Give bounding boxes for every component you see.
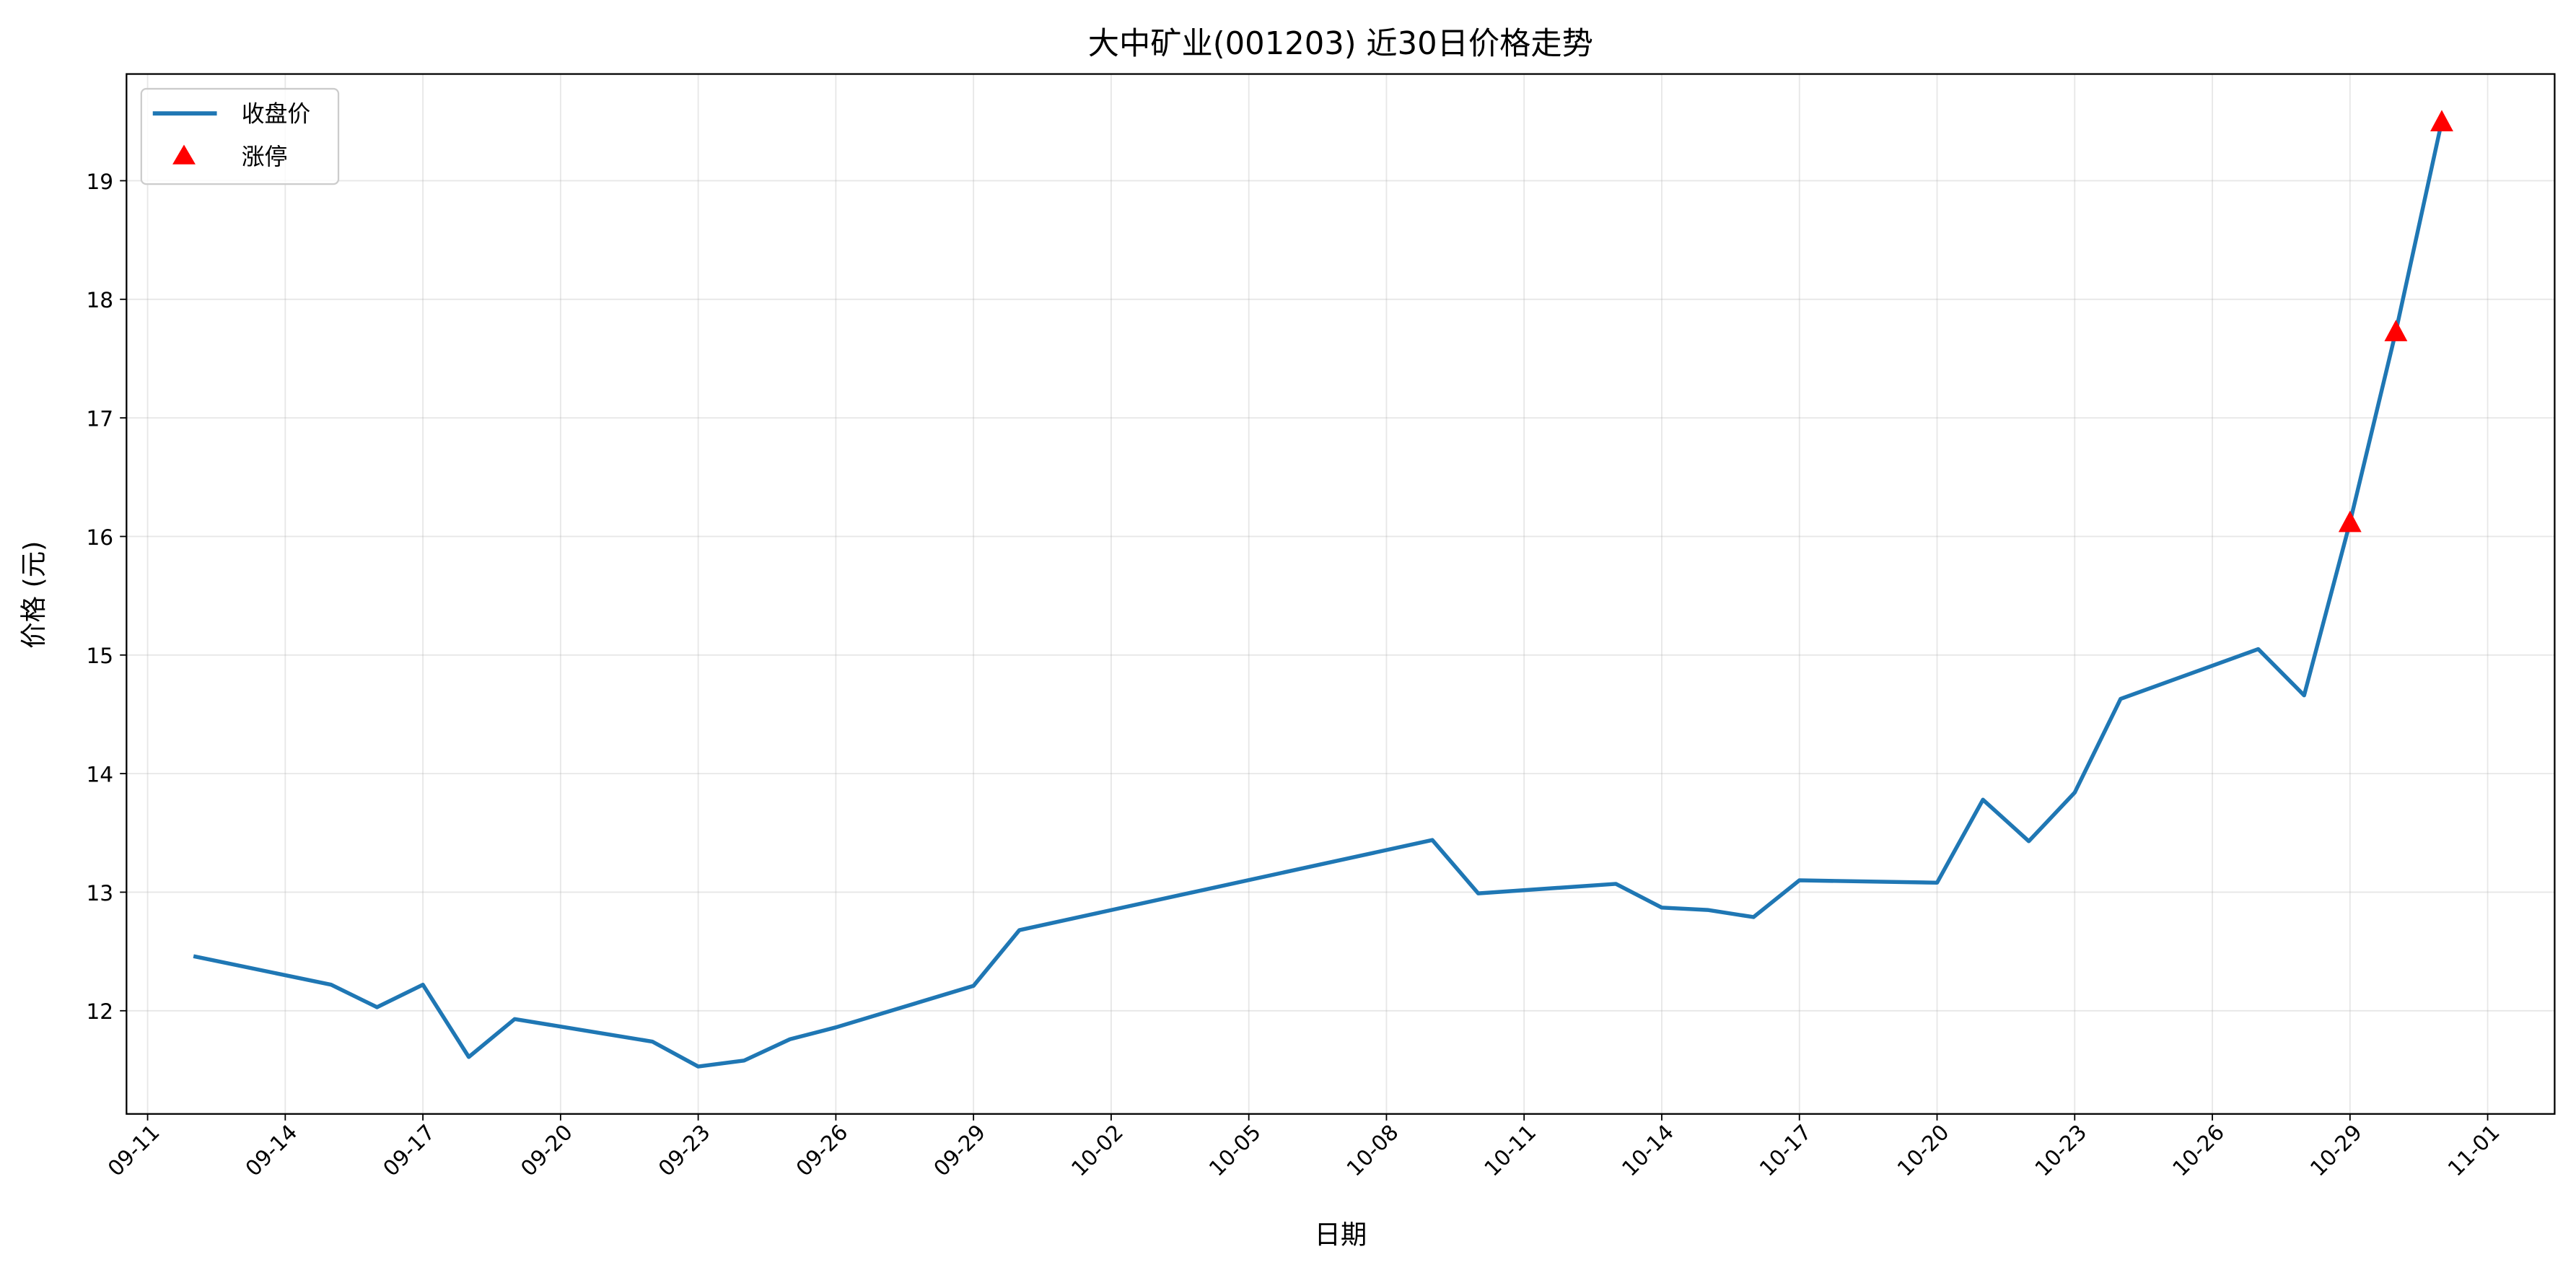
y-tick-label: 13: [86, 881, 113, 906]
x-axis-label: 日期: [1314, 1219, 1367, 1250]
plot-frame: [126, 73, 2556, 1115]
y-tick-label: 16: [86, 525, 113, 550]
y-tick-label: 14: [86, 763, 113, 787]
series-limit-up-markers: [2338, 110, 2453, 533]
y-tick-label: 12: [86, 999, 113, 1024]
y-tick-label: 18: [86, 288, 113, 312]
y-tick-label: 17: [86, 407, 113, 431]
y-tick-label: 15: [86, 644, 113, 668]
y-axis-label: 价格 (元): [18, 541, 49, 649]
limit-up-marker: [2430, 110, 2453, 131]
close-price-line: [193, 121, 2444, 1069]
legend-label-close: 收盘价: [242, 100, 311, 128]
y-tick-label: 19: [86, 170, 113, 194]
legend-label-limit-up: 涨停: [242, 143, 288, 170]
legend: 收盘价 涨停: [140, 87, 340, 185]
grid: [126, 74, 2555, 1114]
legend-triangle-swatch: [172, 144, 196, 165]
y-axis-ticks: 12 13 14 15 16 17 18 19: [86, 170, 127, 1024]
limit-up-marker: [2338, 510, 2362, 533]
limit-up-marker: [2384, 320, 2408, 341]
chart-title: 大中矿业(001203) 近30日价格走势: [1088, 26, 1593, 62]
